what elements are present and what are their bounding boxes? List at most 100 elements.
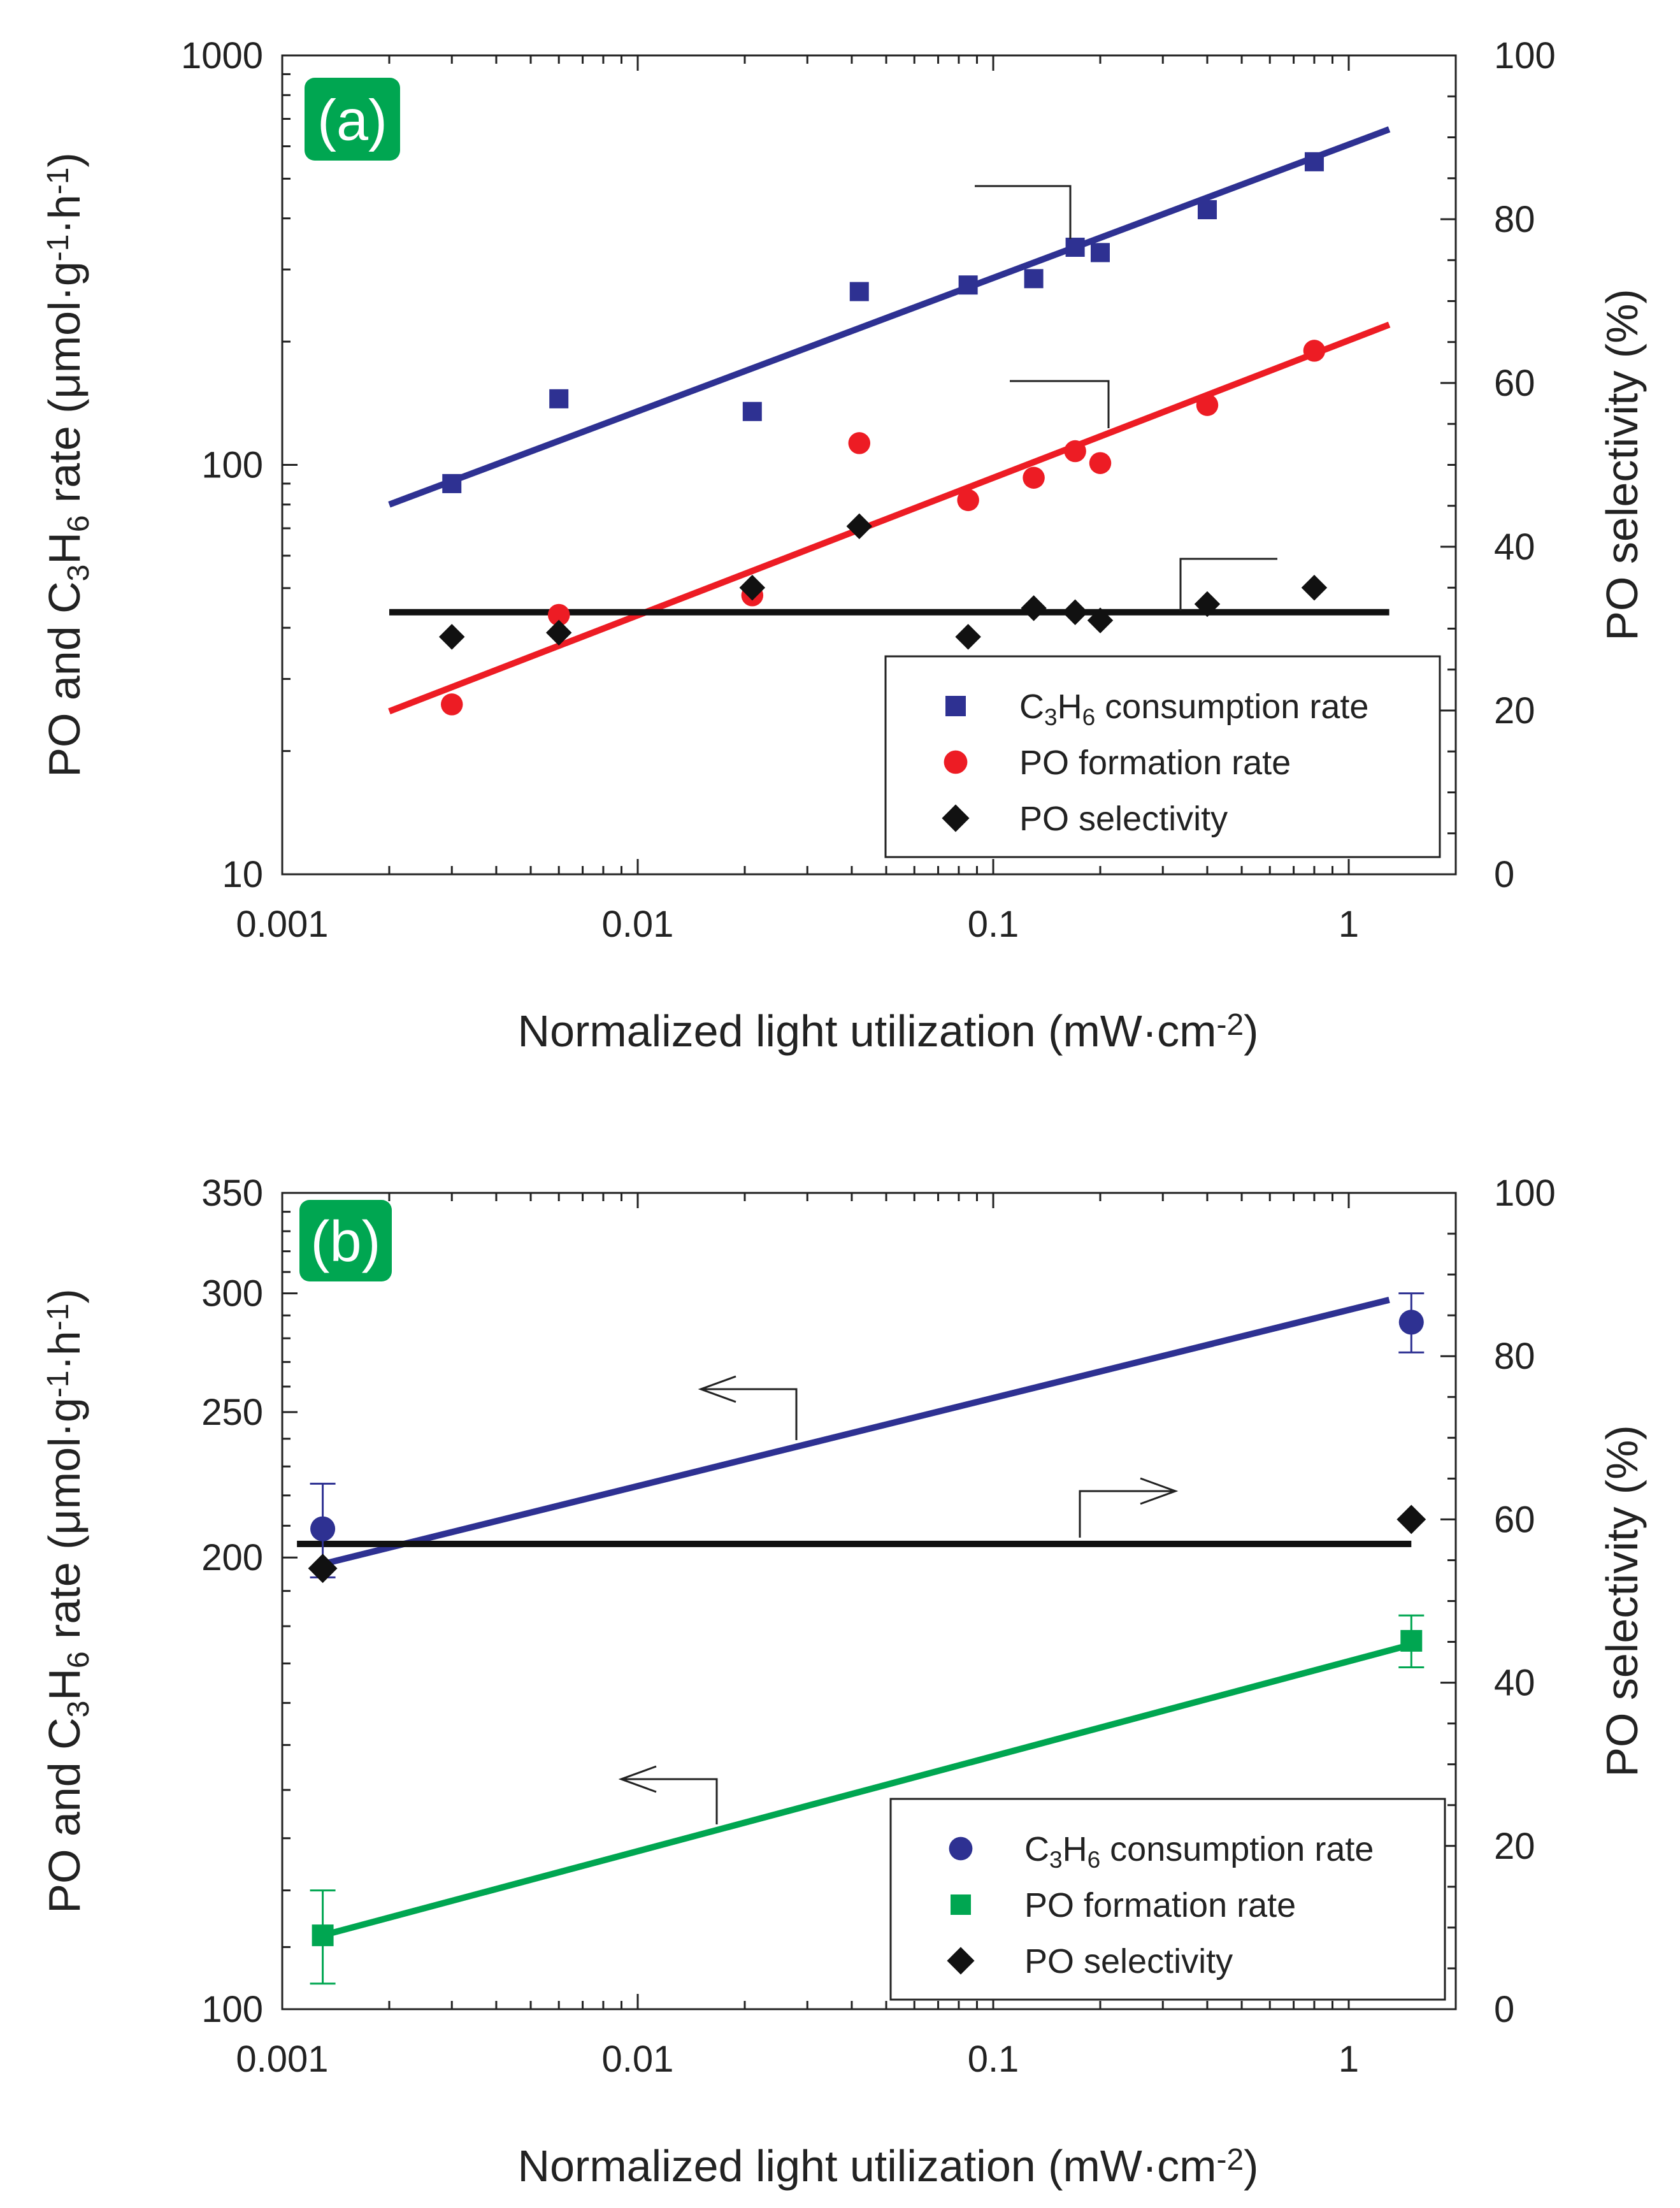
panel-a-c3h6-consumption-rate-point bbox=[849, 282, 869, 301]
panel-a-y-left-tick-label: 1000 bbox=[181, 35, 263, 76]
panel-b-y-left-tick-label: 250 bbox=[201, 1392, 263, 1433]
panel-a-c3h6-consumption-rate-fit-line bbox=[388, 126, 1391, 508]
panel-b-po-formation-rate-fit-line bbox=[322, 1641, 1412, 1938]
panel-a-y-right-tick-label: 60 bbox=[1494, 363, 1535, 404]
panel-b-legend-marker bbox=[951, 1894, 971, 1915]
panel-a-y-right-tick-label: 80 bbox=[1494, 199, 1535, 240]
panel-a-po-selectivity-point bbox=[1194, 591, 1221, 617]
panel-b-panel-label-box bbox=[299, 1200, 392, 1281]
panel-a-panel-label-box bbox=[305, 78, 400, 161]
panel-a-legend-marker bbox=[944, 750, 968, 774]
panel-a-po-formation-rate-point bbox=[1064, 440, 1086, 463]
panel-b-po-formation-rate-point bbox=[312, 1924, 334, 1947]
panel-b-legend-label: PO selectivity bbox=[1024, 1942, 1233, 1981]
panel-a-po-formation-rate-point bbox=[1089, 452, 1112, 474]
panel-b-c3h6-consumption-rate-fit-line bbox=[322, 1297, 1390, 1568]
panel-b-arrow-head bbox=[1140, 1477, 1179, 1505]
panel-a-po-formation-rate-point bbox=[848, 432, 871, 454]
panel-b-y-right-tick-label: 20 bbox=[1494, 1826, 1535, 1867]
panel-a-po-selectivity-point bbox=[1087, 607, 1114, 633]
panel-b-axis-pointer-arrow bbox=[701, 1388, 798, 1440]
panel-b-y-left-tick-label: 100 bbox=[201, 1989, 263, 2030]
panel-b-legend-label: PO formation rate bbox=[1024, 1886, 1296, 1924]
panel-a-po-selectivity-point bbox=[1062, 599, 1088, 626]
panel-a-c3h6-consumption-rate-point bbox=[742, 401, 762, 421]
panel-a-c3h6-consumption-rate-point bbox=[549, 389, 569, 408]
panel-b-c3h6-consumption-rate-point bbox=[310, 1516, 336, 1541]
panel-a-po-formation-rate-fit-line bbox=[388, 321, 1391, 714]
panel-b-x-tick-label: 0.001 bbox=[236, 2038, 328, 2080]
panel-b-panel-label: (b) bbox=[311, 1210, 381, 1274]
panel-a-po-formation-rate-point bbox=[547, 603, 570, 626]
panel-b-arrow-head bbox=[698, 1375, 736, 1403]
panel-a-po-formation-rate-point bbox=[440, 693, 463, 716]
panel-b-legend-marker bbox=[947, 1947, 975, 1975]
panel-a-x-tick-label: 0.1 bbox=[968, 904, 1019, 945]
panel-a-x-tick-label: 0.001 bbox=[236, 904, 328, 945]
panel-a-po-selectivity-point bbox=[1021, 595, 1047, 621]
panel-a-po-selectivity-point bbox=[1301, 575, 1328, 601]
panel-b-y-left-tick-label: 350 bbox=[201, 1173, 263, 1214]
panel-b-x-tick-label: 0.01 bbox=[602, 2038, 674, 2080]
panel-a-legend-label: PO formation rate bbox=[1019, 744, 1291, 782]
panel-a-panel-label: (a) bbox=[317, 89, 387, 153]
panel-b-c3h6-consumption-rate-point bbox=[1398, 1310, 1424, 1335]
panel-b-y-left-tick-label: 200 bbox=[201, 1537, 263, 1578]
panel-b-y-left-axis-label: PO and C3H6 rate (μmol·g-1·h-1) bbox=[39, 1288, 96, 1914]
panel-a-c3h6-consumption-rate-point bbox=[1024, 269, 1044, 289]
panel-b-legend-marker bbox=[949, 1836, 973, 1861]
panel-b-x-tick-label: 1 bbox=[1339, 2038, 1359, 2080]
panel-b-axis-pointer-arrow bbox=[1079, 1490, 1175, 1538]
panel-a-y-left-tick-label: 100 bbox=[201, 445, 263, 486]
panel-a-y-right-tick-label: 20 bbox=[1494, 690, 1535, 732]
panel-b-arrow-head bbox=[618, 1765, 657, 1793]
panel-a-axis-pointer-bracket bbox=[1179, 558, 1277, 610]
panel-a-c3h6-consumption-rate-point bbox=[442, 473, 462, 493]
panel-a-axis-pointer-bracket bbox=[1010, 380, 1110, 428]
panel-a-po-selectivity-point bbox=[739, 575, 766, 601]
panel-a-y-left-tick-label: 10 bbox=[222, 854, 263, 895]
panel-b-y-left-tick-label: 300 bbox=[201, 1273, 263, 1315]
panel-a-po-formation-rate-point bbox=[1303, 340, 1326, 362]
panel-b-po-selectivity-point bbox=[1396, 1504, 1426, 1534]
panel-b-axis-pointer-arrow bbox=[621, 1778, 718, 1824]
panel-b-legend-box bbox=[889, 1798, 1446, 2001]
panel-a-c3h6-consumption-rate-point bbox=[1197, 200, 1217, 220]
panel-a-legend-box bbox=[884, 655, 1441, 858]
panel-a-legend-marker bbox=[945, 696, 966, 716]
panel-a-x-tick-label: 1 bbox=[1339, 904, 1359, 945]
panel-a-c3h6-consumption-rate-point bbox=[1090, 243, 1110, 263]
panel-a-c3h6-consumption-rate-point bbox=[1304, 152, 1324, 171]
panel-a-legend-label: PO selectivity bbox=[1019, 800, 1228, 838]
panel-a-legend-label: C3H6 consumption rate bbox=[1019, 688, 1368, 730]
panel-a-po-selectivity-point bbox=[438, 624, 465, 650]
panel-b-x-tick-label: 0.1 bbox=[968, 2038, 1019, 2080]
panel-a-y-right-tick-label: 40 bbox=[1494, 526, 1535, 568]
panel-b-y-right-tick-label: 100 bbox=[1494, 1173, 1556, 1214]
panel-a-po-formation-rate-point bbox=[957, 489, 979, 512]
panel-a-legend-marker bbox=[942, 804, 970, 832]
panel-b-legend-label: C3H6 consumption rate bbox=[1024, 1830, 1374, 1873]
panel-a-po-selectivity-point bbox=[846, 513, 873, 540]
panel-b-x-axis-label: Normalized light utilization (mW·cm-2) bbox=[518, 2141, 1259, 2191]
panel-b-y-right-tick-label: 80 bbox=[1494, 1336, 1535, 1377]
panel-a-po-selectivity-point bbox=[955, 624, 981, 650]
panel-a-x-axis-label: Normalized light utilization (mW·cm-2) bbox=[518, 1006, 1259, 1056]
panel-a-po-formation-rate-point bbox=[1023, 466, 1045, 489]
panel-a-po-formation-rate-point bbox=[1196, 394, 1219, 416]
panel-a-y-left-axis-label: PO and C3H6 rate (μmol·g-1·h-1) bbox=[39, 152, 96, 777]
panel-b-y-right-axis-label: PO selectivity (%) bbox=[1597, 1425, 1647, 1777]
panel-a-y-right-axis-label: PO selectivity (%) bbox=[1597, 289, 1647, 640]
panel-a-axis-pointer-bracket bbox=[975, 185, 1072, 239]
panel-a-x-tick-label: 0.01 bbox=[602, 904, 674, 945]
panel-b-y-right-tick-label: 40 bbox=[1494, 1663, 1535, 1704]
panel-b-po-selectivity-point bbox=[308, 1554, 338, 1584]
panel-a-po-selectivity-point bbox=[545, 619, 572, 646]
panel-b-y-right-tick-label: 60 bbox=[1494, 1499, 1535, 1540]
panel-b-y-right-tick-label: 0 bbox=[1494, 1989, 1514, 2030]
panel-a-y-right-tick-label: 100 bbox=[1494, 35, 1556, 76]
panel-a-c3h6-consumption-rate-point bbox=[958, 275, 978, 295]
panel-a-y-right-tick-label: 0 bbox=[1494, 854, 1514, 895]
panel-b-po-formation-rate-point bbox=[1400, 1629, 1423, 1652]
